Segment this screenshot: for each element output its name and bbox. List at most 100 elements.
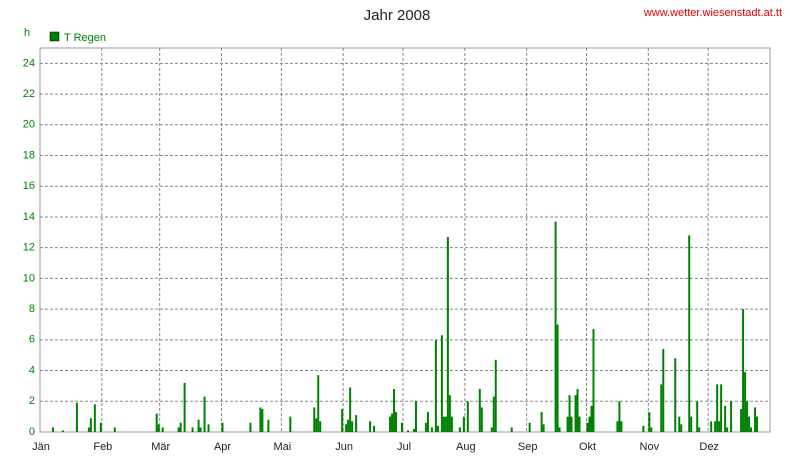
- bar: [191, 427, 194, 432]
- bar: [61, 430, 64, 432]
- bar: [450, 416, 453, 432]
- bar: [317, 375, 320, 432]
- bar: [430, 427, 433, 432]
- y-tick-label: 0: [29, 426, 35, 438]
- y-tick-label: 18: [23, 149, 35, 161]
- bar: [740, 408, 743, 432]
- bar: [395, 412, 398, 432]
- bar: [393, 388, 396, 432]
- x-tick-label: Apr: [214, 441, 231, 453]
- bar: [179, 422, 182, 432]
- bar: [341, 408, 344, 432]
- bar: [620, 421, 623, 432]
- bar: [113, 427, 116, 432]
- bar: [161, 427, 164, 432]
- bar: [730, 401, 733, 432]
- bar: [75, 402, 78, 432]
- bar: [696, 401, 699, 432]
- bar: [406, 430, 409, 432]
- bar: [183, 382, 186, 432]
- bar: [221, 422, 224, 432]
- bar: [726, 427, 729, 432]
- bar: [748, 416, 751, 432]
- y-tick-label: 22: [23, 88, 35, 100]
- y-tick-label: 10: [23, 272, 35, 284]
- bar: [412, 428, 415, 432]
- bar: [570, 416, 573, 432]
- bar: [542, 424, 545, 432]
- y-axis-label: h: [24, 27, 30, 39]
- legend-swatch: [49, 31, 60, 42]
- y-tick-label: 16: [23, 180, 35, 192]
- bar: [750, 427, 753, 432]
- bar: [414, 401, 417, 432]
- bar: [592, 329, 595, 432]
- bar: [688, 235, 691, 432]
- bar: [434, 339, 437, 432]
- bar: [680, 424, 683, 432]
- x-tick-label: Mai: [273, 441, 291, 453]
- y-tick-label: 12: [23, 242, 35, 254]
- bar: [347, 419, 350, 432]
- bar: [576, 388, 579, 432]
- bar: [87, 427, 90, 432]
- x-tick-label: Jul: [397, 441, 411, 453]
- bar: [742, 309, 745, 432]
- y-tick-label: 20: [23, 119, 35, 131]
- bar: [540, 412, 543, 432]
- bar: [391, 413, 394, 432]
- bar: [177, 427, 180, 432]
- y-tick-label: 24: [23, 57, 35, 69]
- x-tick-label: Aug: [456, 441, 476, 453]
- bar: [578, 416, 581, 432]
- bar: [89, 418, 92, 432]
- bar: [648, 412, 651, 432]
- bar: [349, 387, 352, 432]
- x-tick-label: Jän: [32, 441, 50, 453]
- bar: [442, 416, 445, 432]
- x-tick-label: Jun: [335, 441, 353, 453]
- bar: [389, 416, 392, 432]
- bar: [157, 424, 160, 432]
- bar: [698, 427, 701, 432]
- bar: [93, 404, 96, 432]
- y-tick-label: 14: [23, 211, 35, 223]
- bar: [556, 324, 559, 432]
- bar: [568, 395, 571, 432]
- bar: [315, 418, 318, 432]
- bar: [345, 424, 348, 432]
- bar: [446, 236, 449, 432]
- bar: [558, 427, 561, 432]
- bar: [746, 401, 749, 432]
- y-tick-label: 2: [29, 395, 35, 407]
- bar: [662, 349, 665, 432]
- bar: [466, 401, 469, 432]
- bar: [710, 421, 713, 432]
- bar: [674, 358, 677, 432]
- x-tick-label: Mär: [151, 441, 170, 453]
- bar: [494, 359, 497, 432]
- bar: [616, 421, 619, 432]
- bar: [51, 427, 54, 432]
- x-tick-label: Nov: [640, 441, 660, 453]
- bar: [492, 396, 495, 432]
- bar: [207, 424, 210, 432]
- bar: [756, 416, 759, 432]
- bar: [99, 422, 102, 432]
- bar: [444, 416, 447, 432]
- bar: [289, 416, 292, 432]
- source: www.wetter.wiesenstadt.at.tt: [643, 7, 782, 19]
- x-tick-label: Sep: [518, 441, 538, 453]
- bar: [566, 416, 569, 432]
- bar: [448, 395, 451, 432]
- bar: [155, 413, 158, 432]
- bar: [313, 407, 316, 432]
- bar: [267, 419, 270, 432]
- bar: [197, 419, 200, 432]
- bar: [424, 422, 427, 432]
- bar: [590, 405, 593, 432]
- y-tick-label: 8: [29, 303, 35, 315]
- bar: [249, 422, 252, 432]
- bar: [718, 421, 721, 432]
